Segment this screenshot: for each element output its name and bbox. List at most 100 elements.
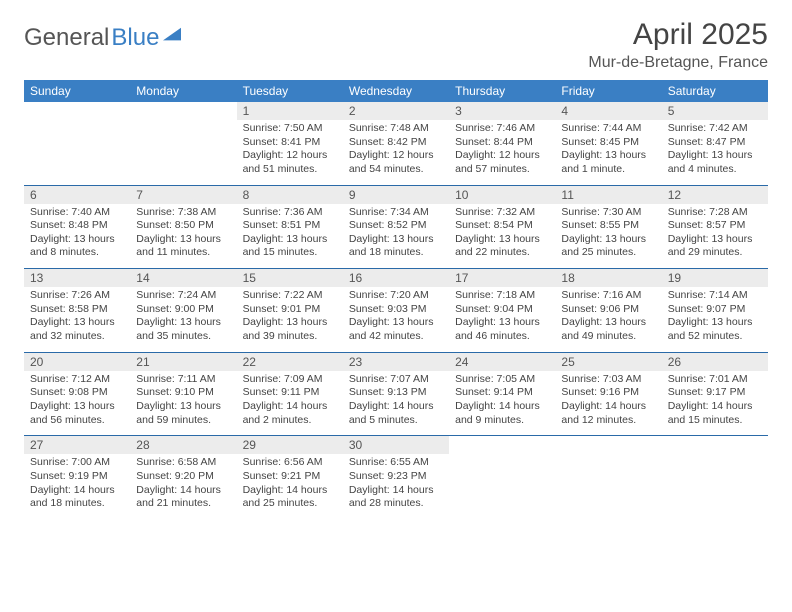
day-number-cell: 16: [343, 269, 449, 287]
weekday-header: Sunday: [24, 80, 130, 102]
day-number-row: 27282930: [24, 436, 768, 454]
daylight-text: Daylight: 13 hours and 35 minutes.: [136, 316, 230, 343]
day-number-cell: 4: [555, 102, 661, 120]
sunrise-text: Sunrise: 7:50 AM: [243, 122, 337, 136]
day-number-cell: 7: [130, 186, 236, 204]
day-number-cell: [449, 436, 555, 454]
day-content-cell: Sunrise: 7:22 AMSunset: 9:01 PMDaylight:…: [237, 287, 343, 352]
day-content-cell: Sunrise: 7:50 AMSunset: 8:41 PMDaylight:…: [237, 120, 343, 185]
day-content-cell: Sunrise: 7:09 AMSunset: 9:11 PMDaylight:…: [237, 371, 343, 436]
brand-logo: GeneralBlue: [24, 18, 181, 52]
day-content-row: Sunrise: 7:50 AMSunset: 8:41 PMDaylight:…: [24, 120, 768, 185]
sunrise-text: Sunrise: 7:03 AM: [561, 373, 655, 387]
day-content-cell: Sunrise: 7:34 AMSunset: 8:52 PMDaylight:…: [343, 204, 449, 269]
sunrise-text: Sunrise: 7:18 AM: [455, 289, 549, 303]
sunrise-text: Sunrise: 7:09 AM: [243, 373, 337, 387]
sunrise-text: Sunrise: 7:28 AM: [668, 206, 762, 220]
daylight-text: Daylight: 14 hours and 15 minutes.: [668, 400, 762, 427]
sunset-text: Sunset: 9:21 PM: [243, 470, 337, 484]
sunset-text: Sunset: 9:17 PM: [668, 386, 762, 400]
day-number-cell: 27: [24, 436, 130, 454]
day-content-cell: [24, 120, 130, 185]
sunset-text: Sunset: 9:01 PM: [243, 303, 337, 317]
day-content-cell: [555, 454, 661, 519]
day-content-cell: Sunrise: 7:36 AMSunset: 8:51 PMDaylight:…: [237, 204, 343, 269]
day-content-cell: Sunrise: 6:56 AMSunset: 9:21 PMDaylight:…: [237, 454, 343, 519]
day-number-row: 12345: [24, 102, 768, 120]
sunset-text: Sunset: 9:16 PM: [561, 386, 655, 400]
sunrise-text: Sunrise: 6:55 AM: [349, 456, 443, 470]
day-content-cell: Sunrise: 7:42 AMSunset: 8:47 PMDaylight:…: [662, 120, 768, 185]
day-number-cell: [555, 436, 661, 454]
sunset-text: Sunset: 9:07 PM: [668, 303, 762, 317]
day-content-row: Sunrise: 7:40 AMSunset: 8:48 PM Daylight:…: [24, 204, 768, 269]
weekday-header-row: SundayMondayTuesdayWednesdayThursdayFrid…: [24, 80, 768, 102]
weekday-header: Tuesday: [237, 80, 343, 102]
daylight-text: Daylight: 13 hours and 15 minutes.: [243, 233, 337, 260]
sunset-text: Sunset: 9:20 PM: [136, 470, 230, 484]
day-number-cell: 14: [130, 269, 236, 287]
day-number-cell: 28: [130, 436, 236, 454]
sunset-text: Sunset: 9:06 PM: [561, 303, 655, 317]
day-content-cell: Sunrise: 7:24 AMSunset: 9:00 PMDaylight:…: [130, 287, 236, 352]
day-content-cell: Sunrise: 7:48 AMSunset: 8:42 PMDaylight:…: [343, 120, 449, 185]
brand-part2: Blue: [111, 24, 159, 52]
weekday-header: Monday: [130, 80, 236, 102]
sunrise-text: Sunrise: 7:01 AM: [668, 373, 762, 387]
day-content-cell: Sunrise: 7:44 AMSunset: 8:45 PMDaylight:…: [555, 120, 661, 185]
sunset-text: Sunset: 9:04 PM: [455, 303, 549, 317]
day-number-cell: 3: [449, 102, 555, 120]
sunrise-text: Sunrise: 7:11 AM: [136, 373, 230, 387]
sunrise-text: Sunrise: 7:40 AM: [30, 206, 124, 220]
day-content-cell: Sunrise: 7:28 AMSunset: 8:57 PMDaylight:…: [662, 204, 768, 269]
calendar-table: SundayMondayTuesdayWednesdayThursdayFrid…: [24, 80, 768, 519]
day-content-cell: Sunrise: 7:26 AMSunset: 8:58 PMDaylight:…: [24, 287, 130, 352]
daylight-text: Daylight: 13 hours and 25 minutes.: [561, 233, 655, 260]
daylight-text: Daylight: 13 hours and 39 minutes.: [243, 316, 337, 343]
sunrise-text: Sunrise: 7:48 AM: [349, 122, 443, 136]
sunset-text: Sunset: 9:13 PM: [349, 386, 443, 400]
header: GeneralBlue April 2025 Mur-de-Bretagne, …: [24, 18, 768, 72]
sunset-text: Sunset: 8:50 PM: [136, 219, 230, 233]
day-number-cell: 13: [24, 269, 130, 287]
day-content-row: Sunrise: 7:00 AMSunset: 9:19 PMDaylight:…: [24, 454, 768, 519]
weekday-header: Friday: [555, 80, 661, 102]
day-content-cell: Sunrise: 7:18 AMSunset: 9:04 PMDaylight:…: [449, 287, 555, 352]
day-number-cell: 22: [237, 353, 343, 371]
daylight-text: Daylight: 13 hours and 56 minutes.: [30, 400, 124, 427]
sunrise-text: Sunrise: 7:46 AM: [455, 122, 549, 136]
daylight-text: Daylight: 13 hours and 46 minutes.: [455, 316, 549, 343]
sunset-text: Sunset: 8:45 PM: [561, 136, 655, 150]
daylight-text: Daylight: 14 hours and 18 minutes.: [30, 484, 124, 511]
daylight-text: Daylight: 14 hours and 25 minutes.: [243, 484, 337, 511]
daylight-text: Daylight: 13 hours and 32 minutes.: [30, 316, 124, 343]
day-number-cell: [662, 436, 768, 454]
sunset-text: Sunset: 9:19 PM: [30, 470, 124, 484]
daylight-text: Daylight: 13 hours and 11 minutes.: [136, 233, 230, 260]
sunset-text: Sunset: 9:00 PM: [136, 303, 230, 317]
day-number-cell: 1: [237, 102, 343, 120]
daylight-text: Daylight: 14 hours and 21 minutes.: [136, 484, 230, 511]
sunrise-text: Sunrise: 6:58 AM: [136, 456, 230, 470]
sunrise-text: Sunrise: 7:24 AM: [136, 289, 230, 303]
daylight-text: Daylight: 13 hours and 1 minute.: [561, 149, 655, 176]
daylight-text: Daylight: 13 hours and 52 minutes.: [668, 316, 762, 343]
daylight-text: Daylight: 14 hours and 5 minutes.: [349, 400, 443, 427]
sunset-text: Sunset: 9:11 PM: [243, 386, 337, 400]
day-number-cell: 19: [662, 269, 768, 287]
day-number-cell: 26: [662, 353, 768, 371]
sunset-text: Sunset: 9:14 PM: [455, 386, 549, 400]
sunset-text: Sunset: 8:48 PM: [30, 219, 124, 233]
day-number-cell: 25: [555, 353, 661, 371]
sunrise-text: Sunrise: 7:36 AM: [243, 206, 337, 220]
sunrise-text: Sunrise: 7:22 AM: [243, 289, 337, 303]
day-number-cell: 11: [555, 186, 661, 204]
sunrise-text: Sunrise: 7:20 AM: [349, 289, 443, 303]
weekday-header: Wednesday: [343, 80, 449, 102]
day-number-cell: 2: [343, 102, 449, 120]
day-content-cell: Sunrise: 7:12 AMSunset: 9:08 PMDaylight:…: [24, 371, 130, 436]
day-number-cell: 24: [449, 353, 555, 371]
day-number-cell: 6: [24, 186, 130, 204]
day-number-cell: 5: [662, 102, 768, 120]
day-content-row: Sunrise: 7:12 AMSunset: 9:08 PMDaylight:…: [24, 371, 768, 436]
